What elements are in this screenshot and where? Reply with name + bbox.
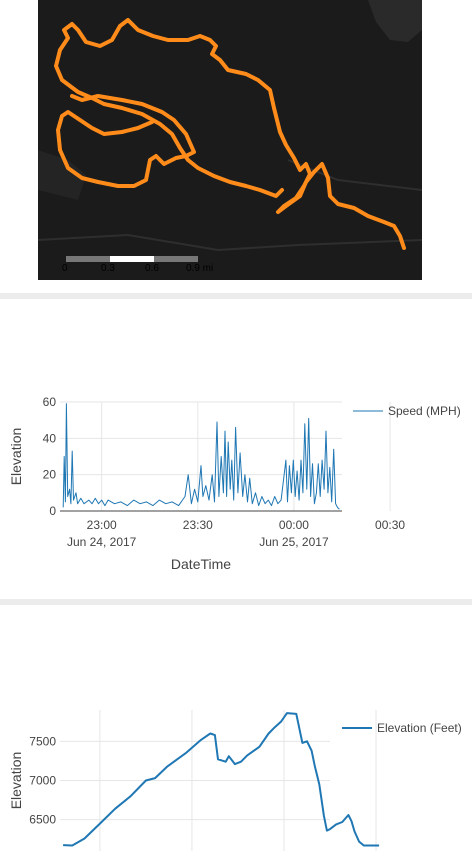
- y-tick-label: 60: [43, 395, 57, 409]
- y-axis-title: Elevation: [8, 428, 24, 486]
- elevation-chart-panel: 65007000750023:0023:3000:0000:30Elevatio…: [0, 605, 472, 851]
- series-line: [62, 403, 340, 510]
- x-tick-label: 23:30: [183, 518, 213, 532]
- y-tick-label: 0: [49, 504, 56, 518]
- x-tick-label: 23:00: [87, 518, 117, 532]
- speed-chart[interactable]: 0 20 40 60 23:00 Jun 24, 2017 23:30 00:00 Jun 25…: [0, 299, 472, 599]
- speed-chart-panel: 0 20 40 60 23:00 Jun 24, 2017 23:30 00:00 Jun 25…: [0, 299, 472, 599]
- y-tick-label: 7000: [29, 774, 56, 788]
- route-track: [54, 18, 406, 250]
- section-divider: [0, 599, 472, 605]
- scale-label: 0.3: [101, 263, 115, 274]
- x-axis-title: DateTime: [171, 556, 231, 572]
- y-tick-label: 6500: [29, 813, 56, 827]
- legend-label[interactable]: Speed (MPH): [388, 404, 461, 418]
- terrain-line: [38, 233, 422, 252]
- map-section: 0 0.3 0.6 0.9 mi: [0, 0, 472, 290]
- x-tick-date-label: Jun 25, 2017: [259, 535, 329, 549]
- y-tick-label: 20: [43, 468, 57, 482]
- section-divider: [0, 293, 472, 299]
- scale-label: 0.6: [145, 263, 159, 274]
- legend-label[interactable]: Elevation (Feet): [377, 721, 462, 735]
- x-tick-label: 00:30: [375, 518, 405, 532]
- terrain-shape: [38, 150, 86, 200]
- y-tick-label: 7500: [29, 734, 56, 748]
- x-tick-date-label: Jun 24, 2017: [67, 535, 137, 549]
- y-tick-label: 40: [43, 431, 57, 445]
- scale-label: 0.9 mi: [186, 263, 214, 274]
- terrain-shape: [368, 0, 422, 42]
- scale-label: 0: [62, 263, 68, 274]
- x-tick-label: 00:00: [279, 518, 309, 532]
- series-line: [63, 712, 380, 847]
- scale-bar: [66, 256, 198, 262]
- y-axis-title: Elevation: [8, 752, 24, 810]
- map-canvas: [38, 0, 422, 252]
- route-map[interactable]: 0 0.3 0.6 0.9 mi: [38, 0, 422, 280]
- elevation-chart[interactable]: 65007000750023:0023:3000:0000:30Elevatio…: [0, 605, 472, 851]
